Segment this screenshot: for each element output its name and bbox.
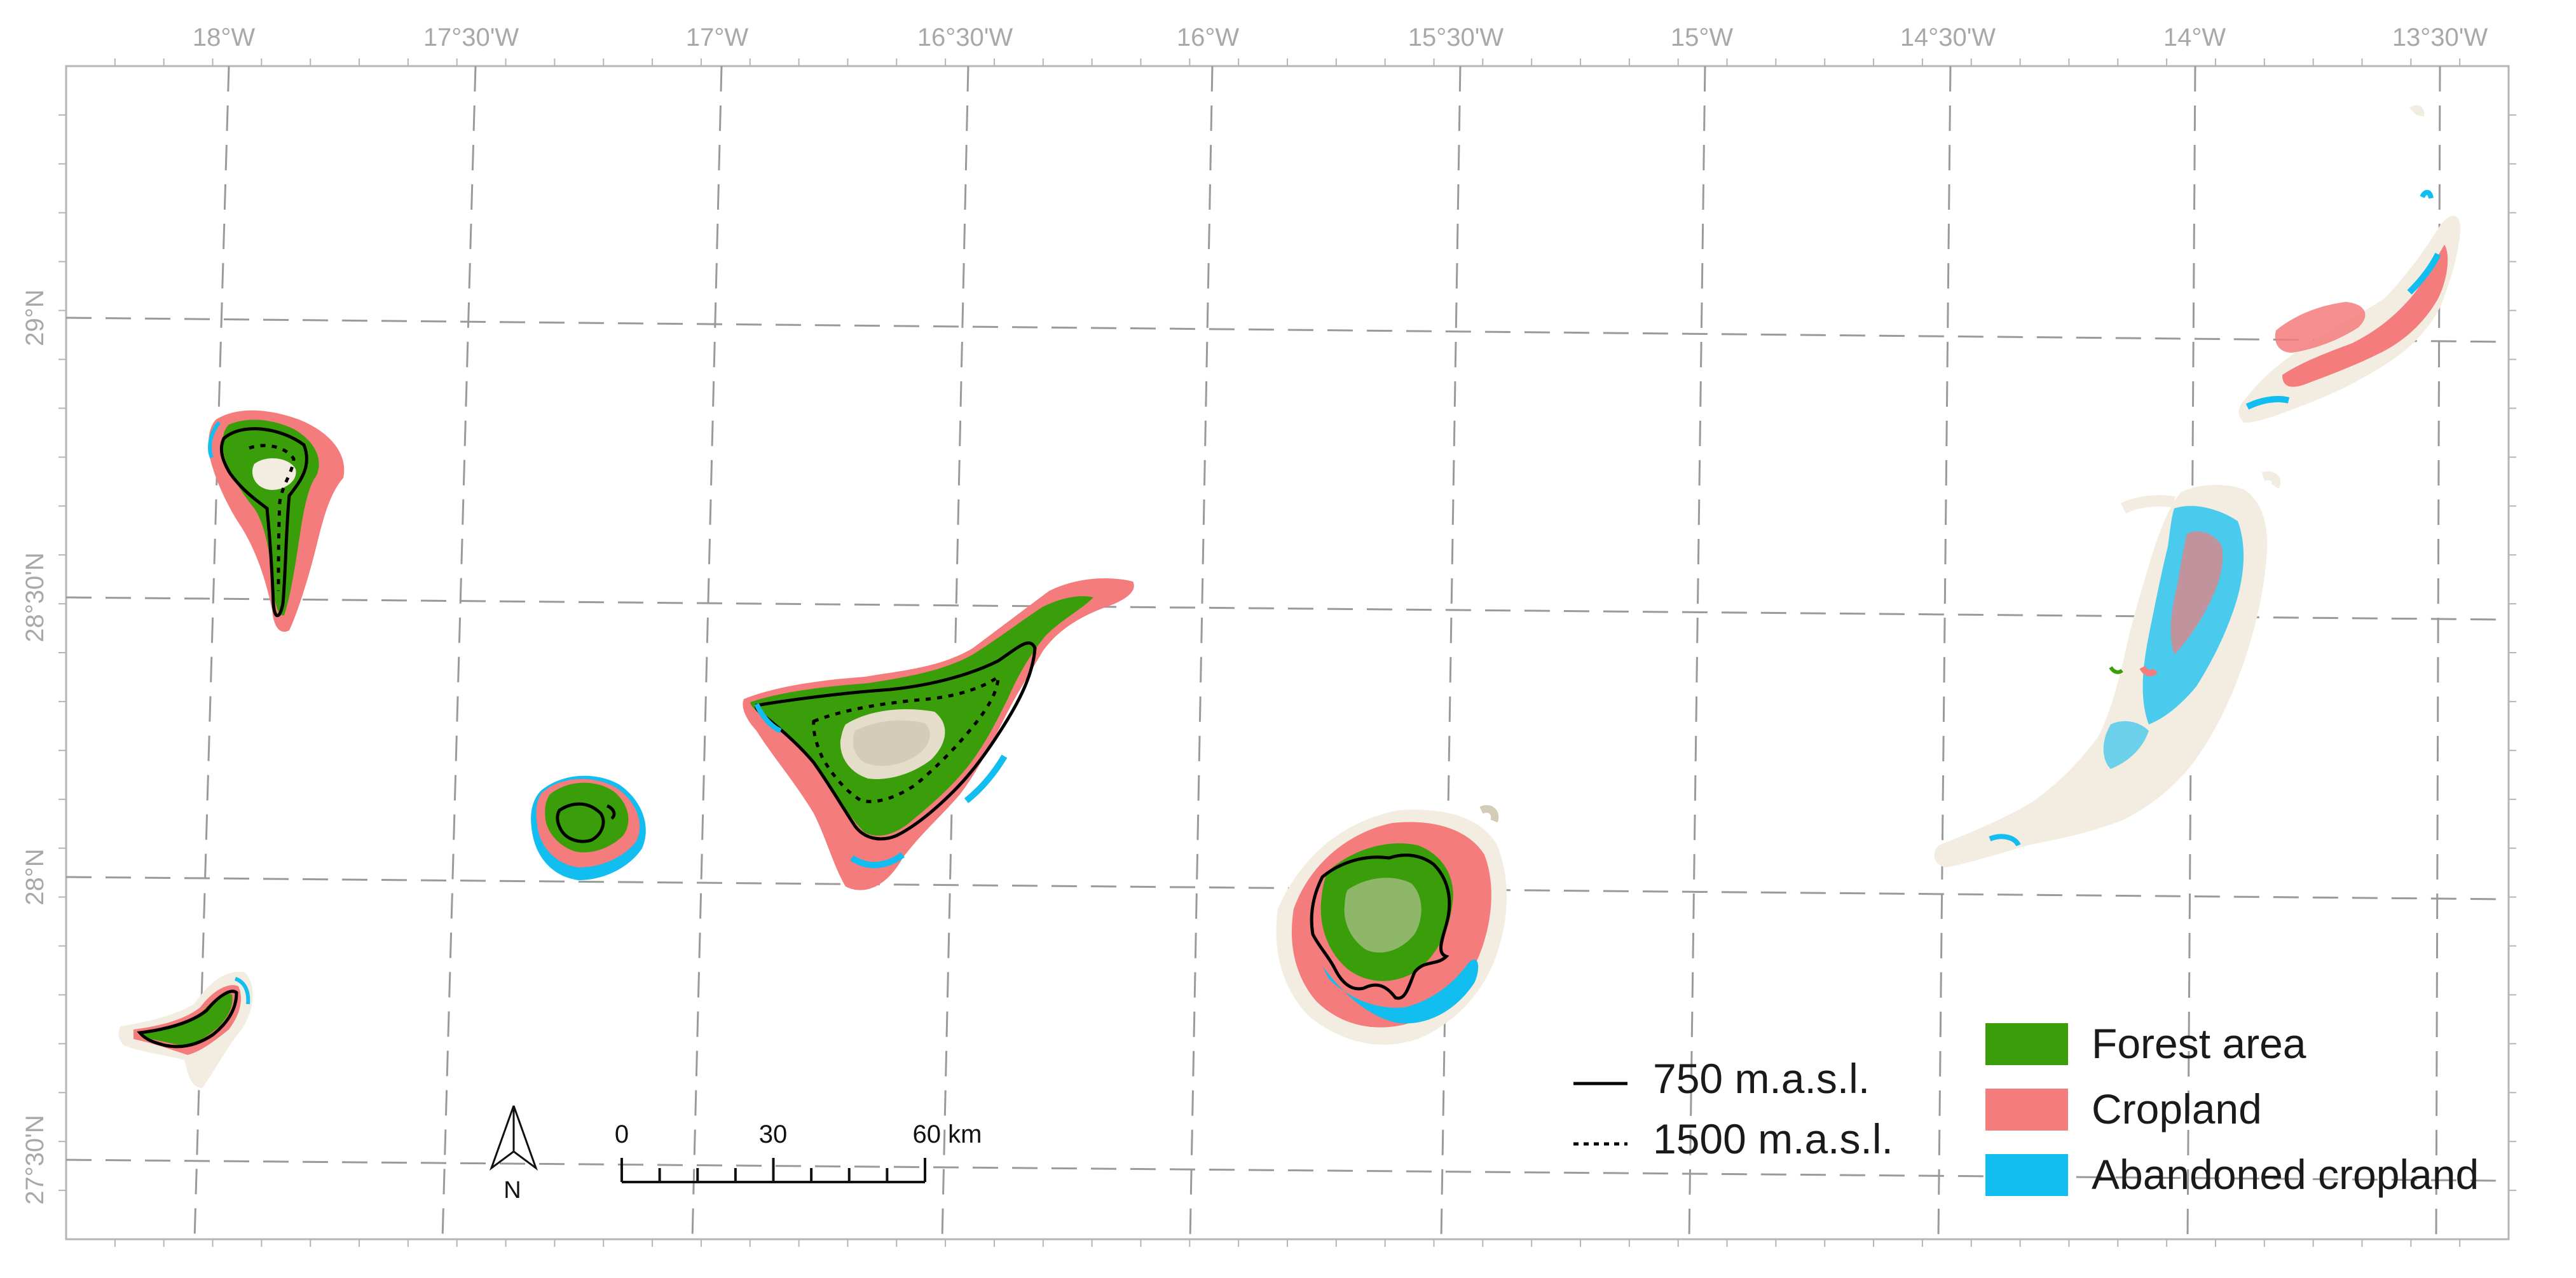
lat-label: 28°N xyxy=(21,848,49,905)
legend-abandoned-swatch xyxy=(1985,1154,2068,1196)
land-area xyxy=(2261,471,2281,489)
cropland-area xyxy=(2139,665,2158,677)
frame-ticks xyxy=(58,58,2516,1247)
north-label: N xyxy=(504,1177,521,1204)
contour-1500 xyxy=(249,444,296,592)
legend-forest-swatch xyxy=(1985,1023,2068,1065)
abandoned-cropland xyxy=(964,754,1008,803)
legend-contour-1500-label: 1500 m.a.s.l. xyxy=(1653,1115,1893,1162)
legend: 750 m.a.s.l. 1500 m.a.s.l. Forest area C… xyxy=(1573,1020,2479,1198)
latitude-labels: 29°N 28°30'N 28°N 27°30'N xyxy=(21,289,49,1204)
summit-area xyxy=(252,458,296,490)
north-arrow: N xyxy=(489,1105,538,1204)
parallel-29n xyxy=(65,316,2509,343)
graticule xyxy=(65,65,2509,1240)
abandoned-cropland xyxy=(754,703,782,733)
legend-cropland-swatch xyxy=(1985,1089,2068,1131)
island-lanzarote xyxy=(2238,105,2460,423)
lon-label: 15°W xyxy=(1671,24,1733,51)
lon-label: 18°W xyxy=(193,24,255,51)
longitude-labels: 18°W 17°30'W 17°W 16°30'W 16°W 15°30'W 1… xyxy=(193,24,2488,51)
legend-forest-label: Forest area xyxy=(2092,1020,2306,1067)
lon-label: 14°W xyxy=(2163,24,2226,51)
island-el-hierro xyxy=(118,972,253,1088)
abandoned-cropland xyxy=(850,852,905,869)
abandoned-cropland xyxy=(208,421,221,459)
abandoned-cropland xyxy=(2407,252,2441,295)
island-gran-canaria xyxy=(1276,805,1507,1045)
contour-1500 xyxy=(812,674,1000,803)
lon-label: 15°30'W xyxy=(1408,24,1504,51)
island-tenerife xyxy=(743,578,1134,890)
contour-750 xyxy=(556,802,605,843)
abandoned-cropland xyxy=(1989,834,2021,847)
island-fuerteventura xyxy=(1934,471,2281,867)
map-frame xyxy=(65,65,2510,1241)
relief-shading xyxy=(1479,805,1499,823)
lon-label: 16°30'W xyxy=(917,24,1013,51)
lat-label: 27°30'N xyxy=(21,1115,49,1205)
lon-label: 17°30'W xyxy=(423,24,519,51)
land-area xyxy=(2120,495,2175,514)
island-la-gomera xyxy=(531,775,646,880)
legend-cropland-label: Cropland xyxy=(2092,1085,2262,1132)
parallel-28-30n xyxy=(65,596,2509,621)
abandoned-cropland xyxy=(234,977,250,1005)
forest-area xyxy=(2109,666,2123,674)
relief-shading xyxy=(853,720,930,766)
relief-shading xyxy=(1344,878,1422,953)
island-la-palma xyxy=(208,410,345,632)
land-area xyxy=(2409,105,2425,117)
scale-label-0: 0 xyxy=(615,1120,629,1148)
scale-bar-ticks xyxy=(620,1158,926,1182)
abandoned-cropland xyxy=(2103,721,2149,769)
abandoned-cropland xyxy=(2245,396,2290,410)
scale-label-30: 30 xyxy=(759,1120,788,1148)
contour-750 xyxy=(755,641,1037,841)
cropland-area xyxy=(2170,531,2223,655)
parallel-27-30n xyxy=(65,1159,2509,1182)
legend-contour-750-label: 750 m.a.s.l. xyxy=(1653,1055,1870,1102)
abandoned-cropland xyxy=(1322,959,1479,1024)
abandoned-cropland xyxy=(2420,189,2434,199)
scale-bar: 0 30 60 km xyxy=(615,1120,982,1183)
contour-750 xyxy=(606,804,616,820)
contour-750 xyxy=(137,989,238,1049)
lon-label: 13°30'W xyxy=(2392,24,2488,51)
contour-750 xyxy=(1310,853,1451,1000)
lon-label: 16°W xyxy=(1177,24,1239,51)
cropland-area xyxy=(2282,245,2448,387)
legend-abandoned-label: Abandoned cropland xyxy=(2092,1151,2479,1198)
scale-label-60: 60 km xyxy=(913,1120,982,1148)
parallel-28n xyxy=(65,876,2509,901)
contour-750 xyxy=(219,427,308,618)
lon-label: 17°W xyxy=(686,24,748,51)
lon-label: 14°30'W xyxy=(1900,24,1996,51)
lat-label: 29°N xyxy=(21,289,49,346)
cropland-area xyxy=(2275,302,2366,353)
lat-label: 28°30'N xyxy=(21,552,49,642)
